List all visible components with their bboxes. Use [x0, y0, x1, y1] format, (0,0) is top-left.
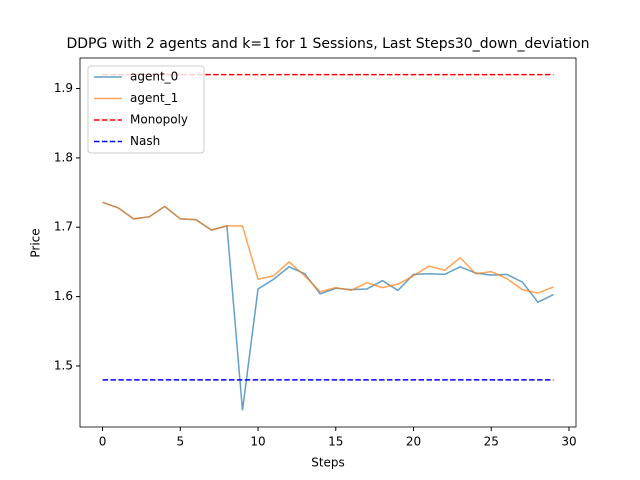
x-tick-label: 15 — [328, 435, 343, 449]
legend-label: agent_0 — [130, 70, 178, 84]
x-tick-label: 20 — [406, 435, 421, 449]
x-tick-label: 0 — [99, 435, 107, 449]
x-tick-label: 5 — [176, 435, 184, 449]
legend-label: Monopoly — [130, 113, 188, 127]
x-tick-label: 25 — [484, 435, 499, 449]
y-axis-label: Price — [29, 228, 43, 257]
y-tick-label: 1.7 — [54, 220, 73, 234]
x-axis-label: Steps — [311, 456, 345, 470]
y-tick-label: 1.6 — [54, 289, 73, 303]
legend-label: agent_1 — [130, 91, 178, 105]
y-tick-label: 1.5 — [54, 358, 73, 372]
y-tick-label: 1.9 — [54, 81, 73, 95]
line-series — [102, 201, 554, 294]
x-tick-label: 30 — [561, 435, 576, 449]
chart-title: DDPG with 2 agents and k=1 for 1 Session… — [66, 36, 589, 52]
x-tick-label: 10 — [250, 435, 265, 449]
legend-label: Nash — [130, 134, 160, 148]
plot-frame — [79, 57, 577, 428]
legend-box — [87, 65, 205, 154]
y-tick-label: 1.8 — [54, 150, 73, 164]
